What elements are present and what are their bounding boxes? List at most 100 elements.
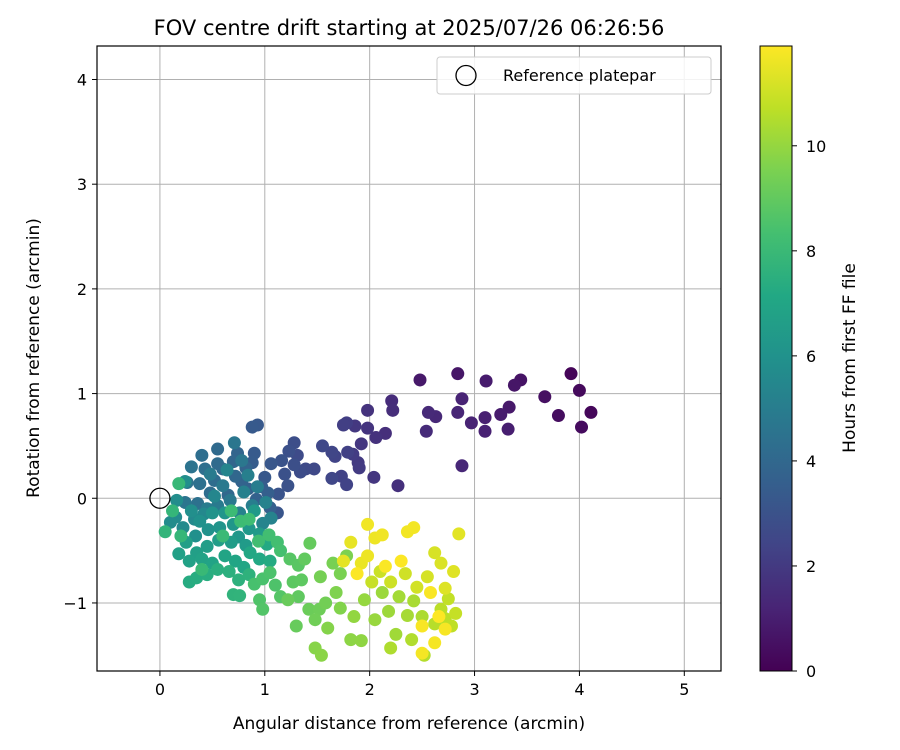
scatter-point: [224, 504, 238, 518]
scatter-point: [211, 457, 225, 471]
scatter-point: [420, 570, 434, 584]
y-tick-label: −1: [63, 594, 87, 613]
scatter-point: [222, 565, 236, 579]
scatter-point: [166, 504, 180, 518]
scatter-point: [584, 405, 598, 419]
scatter-point: [478, 411, 492, 425]
scatter-point: [170, 493, 184, 507]
scatter-point: [432, 610, 446, 624]
scatter-point: [333, 601, 347, 615]
scatter-point: [291, 590, 305, 604]
scatter-point: [205, 506, 219, 520]
chart-title: FOV centre drift starting at 2025/07/26 …: [154, 16, 665, 40]
scatter-point: [400, 609, 414, 623]
scatter-point: [207, 489, 221, 503]
scatter-point: [281, 593, 295, 607]
scatter-point: [428, 636, 442, 650]
scatter-point: [232, 573, 246, 587]
scatter-point: [384, 641, 398, 655]
scatter-point: [268, 578, 282, 592]
scatter-point: [303, 536, 317, 550]
scatter-point: [507, 378, 521, 392]
grid-lines: [97, 46, 721, 671]
scatter-point: [361, 549, 375, 563]
scatter-point: [451, 367, 465, 381]
scatter-point: [218, 549, 232, 563]
reference-platepar-marker: [149, 487, 171, 509]
scatter-point: [235, 454, 249, 468]
scatter-point: [392, 590, 406, 604]
scatter-point: [211, 442, 225, 456]
scatter-point: [172, 477, 186, 491]
scatter-point: [321, 621, 335, 635]
x-tick-label: 4: [574, 680, 584, 699]
scatter-point: [216, 529, 230, 543]
scatter-point: [384, 575, 398, 589]
scatter-point: [302, 602, 316, 616]
scatter-point: [378, 559, 392, 573]
scatter-point: [447, 565, 461, 579]
scatter-point: [502, 400, 516, 414]
scatter-point: [325, 445, 339, 459]
scatter-point: [361, 403, 375, 417]
scatter-point: [405, 633, 419, 647]
scatter-point: [195, 562, 209, 576]
scatter-point: [344, 633, 358, 647]
scatter-point: [243, 546, 257, 560]
scatter-point: [357, 593, 371, 607]
scatter-point: [551, 409, 565, 423]
y-axis-ticks: −1 0 1 2 3 4: [63, 71, 97, 613]
scatter-point: [193, 514, 207, 528]
scatter-point: [449, 606, 463, 620]
scatter-point: [278, 467, 292, 481]
scatter-point: [313, 570, 327, 584]
scatter-point: [308, 613, 322, 627]
x-tick-label: 2: [365, 680, 375, 699]
y-tick-label: 0: [77, 489, 87, 508]
scatter-point: [256, 516, 270, 530]
reference-marker-group: [149, 487, 171, 509]
colorbar: 0 2 4 6 8 10 Hours from first FF file: [759, 45, 860, 681]
y-axis-label: Rotation from reference (arcmin): [24, 218, 44, 498]
scatter-point: [415, 619, 429, 633]
colorbar-gradient: [759, 45, 793, 672]
x-tick-label: 1: [260, 680, 270, 699]
scatter-point: [575, 420, 589, 434]
scatter-point: [184, 504, 198, 518]
scatter-point: [438, 581, 452, 595]
scatter-point: [410, 580, 424, 594]
scatter-point: [326, 556, 340, 570]
scatter-point: [275, 454, 289, 468]
scatter-point: [423, 585, 437, 599]
scatter-point: [428, 546, 442, 560]
scatter-point: [368, 613, 382, 627]
scatter-point: [455, 392, 469, 406]
scatter-point: [182, 554, 196, 568]
scatter-point: [295, 573, 309, 587]
scatter-point: [407, 594, 421, 608]
scatter-point: [189, 529, 203, 543]
x-tick-label: 3: [469, 680, 479, 699]
scatter-point: [375, 585, 389, 599]
scatter-point: [572, 383, 586, 397]
scatter-point: [271, 487, 285, 501]
scatter-point: [250, 480, 264, 494]
scatter-point: [407, 521, 421, 535]
colorbar-tick-label: 0: [806, 662, 816, 681]
scatter-point: [347, 610, 361, 624]
scatter-point: [538, 390, 552, 404]
legend-label: Reference platepar: [503, 66, 656, 85]
y-tick-label: 3: [77, 175, 87, 194]
scatter-point: [352, 461, 366, 475]
scatter-point: [419, 424, 433, 438]
legend: Reference platepar: [436, 56, 712, 95]
y-tick-label: 4: [77, 71, 87, 90]
y-tick-label: 1: [77, 385, 87, 404]
scatter-point: [365, 575, 379, 589]
scatter-point: [340, 478, 354, 492]
scatter-point: [245, 420, 259, 434]
colorbar-tick-label: 2: [806, 557, 816, 576]
scatter-point: [233, 589, 247, 603]
scatter-point: [227, 436, 241, 450]
scatter-point: [452, 527, 466, 541]
